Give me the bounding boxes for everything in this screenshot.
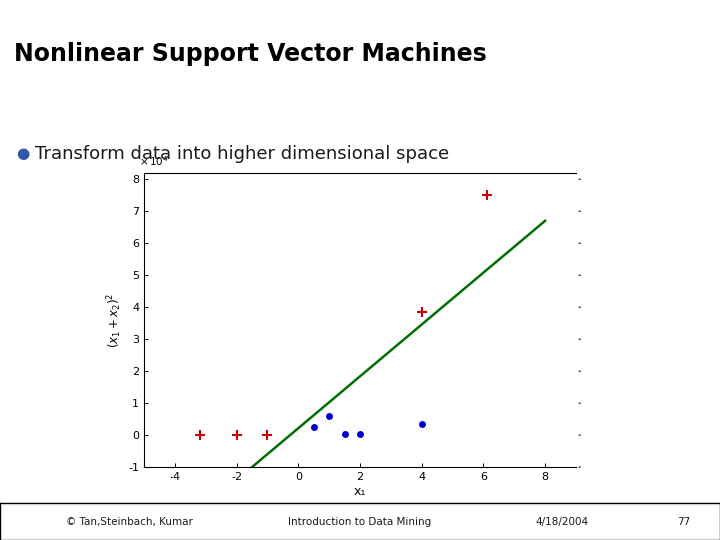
Text: Transform data into higher dimensional space: Transform data into higher dimensional s… (35, 145, 449, 163)
Text: © Tan,Steinbach, Kumar: © Tan,Steinbach, Kumar (66, 517, 193, 526)
X-axis label: x₁: x₁ (354, 485, 366, 498)
Y-axis label: $(x_1+x_2)^2$: $(x_1+x_2)^2$ (105, 292, 124, 348)
Text: $\times\,10^4$: $\times\,10^4$ (140, 154, 169, 168)
Text: Introduction to Data Mining: Introduction to Data Mining (289, 517, 431, 526)
Text: 4/18/2004: 4/18/2004 (535, 517, 588, 526)
Text: ●: ● (16, 146, 29, 161)
Text: 77: 77 (678, 517, 690, 526)
Text: Nonlinear Support Vector Machines: Nonlinear Support Vector Machines (14, 42, 487, 66)
